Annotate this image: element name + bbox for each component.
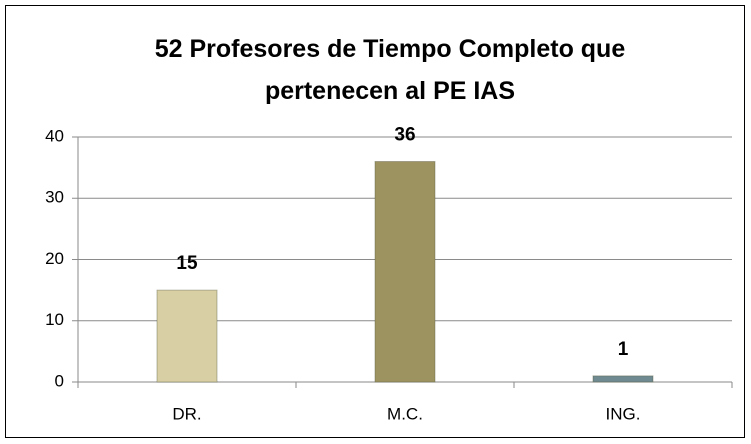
bar: [156, 289, 218, 383]
chart-title: 52 Profesores de Tiempo Completo que per…: [154, 35, 626, 105]
y-tick-label: 0: [55, 371, 64, 390]
data-label: 36: [394, 125, 415, 146]
y-tick-label: 40: [45, 126, 64, 145]
x-tick-label: ING.: [606, 404, 641, 423]
bar: [374, 161, 436, 383]
data-label: 1: [618, 339, 629, 360]
y-tick-label: 30: [45, 188, 64, 207]
data-label: 15: [176, 253, 198, 274]
x-tick-label: DR.: [172, 404, 201, 423]
bar: [592, 375, 654, 383]
y-tick-label: 10: [45, 310, 64, 329]
x-tick-label: M.C.: [387, 404, 423, 423]
y-tick-label: 20: [45, 249, 64, 268]
